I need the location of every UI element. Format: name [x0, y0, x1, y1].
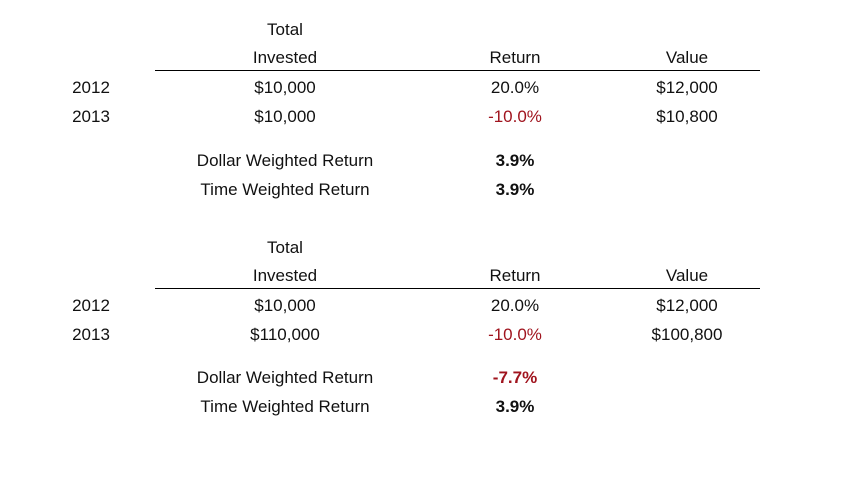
summary-label: Dollar Weighted Return: [196, 368, 374, 387]
row-invested: $10,000: [254, 296, 316, 315]
row-value: $12,000: [656, 78, 718, 97]
summary-label: Dollar Weighted Return: [196, 151, 374, 170]
row-value: $10,800: [656, 107, 718, 126]
header-rule: [155, 70, 760, 71]
summary-label: Time Weighted Return: [200, 180, 370, 199]
row-invested: $10,000: [254, 107, 316, 126]
header-return: Return: [489, 48, 541, 67]
row-return: 20.0%: [490, 296, 540, 315]
row-return: -10.0%: [488, 325, 542, 344]
row-year: 2012: [72, 296, 110, 315]
header-value: Value: [665, 266, 709, 285]
header-invested: Invested: [252, 48, 318, 67]
header-rule: [155, 288, 760, 289]
header-total: Total: [267, 238, 303, 257]
header-value: Value: [665, 48, 709, 67]
row-year: 2012: [72, 78, 110, 97]
row-value: $100,800: [651, 325, 723, 344]
row-invested: $110,000: [250, 325, 320, 344]
header-total: Total: [267, 20, 303, 39]
header-return: Return: [489, 266, 541, 285]
row-invested: $10,000: [254, 78, 316, 97]
summary-value: -7.7%: [492, 368, 538, 387]
summary-value: 3.9%: [495, 397, 535, 416]
row-year: 2013: [72, 107, 110, 126]
summary-label: Time Weighted Return: [200, 397, 370, 416]
row-return: 20.0%: [490, 78, 540, 97]
summary-value: 3.9%: [495, 151, 535, 170]
header-invested: Invested: [252, 266, 318, 285]
row-return: -10.0%: [488, 107, 542, 126]
row-value: $12,000: [656, 296, 718, 315]
row-year: 2013: [72, 325, 110, 344]
summary-value: 3.9%: [495, 180, 535, 199]
